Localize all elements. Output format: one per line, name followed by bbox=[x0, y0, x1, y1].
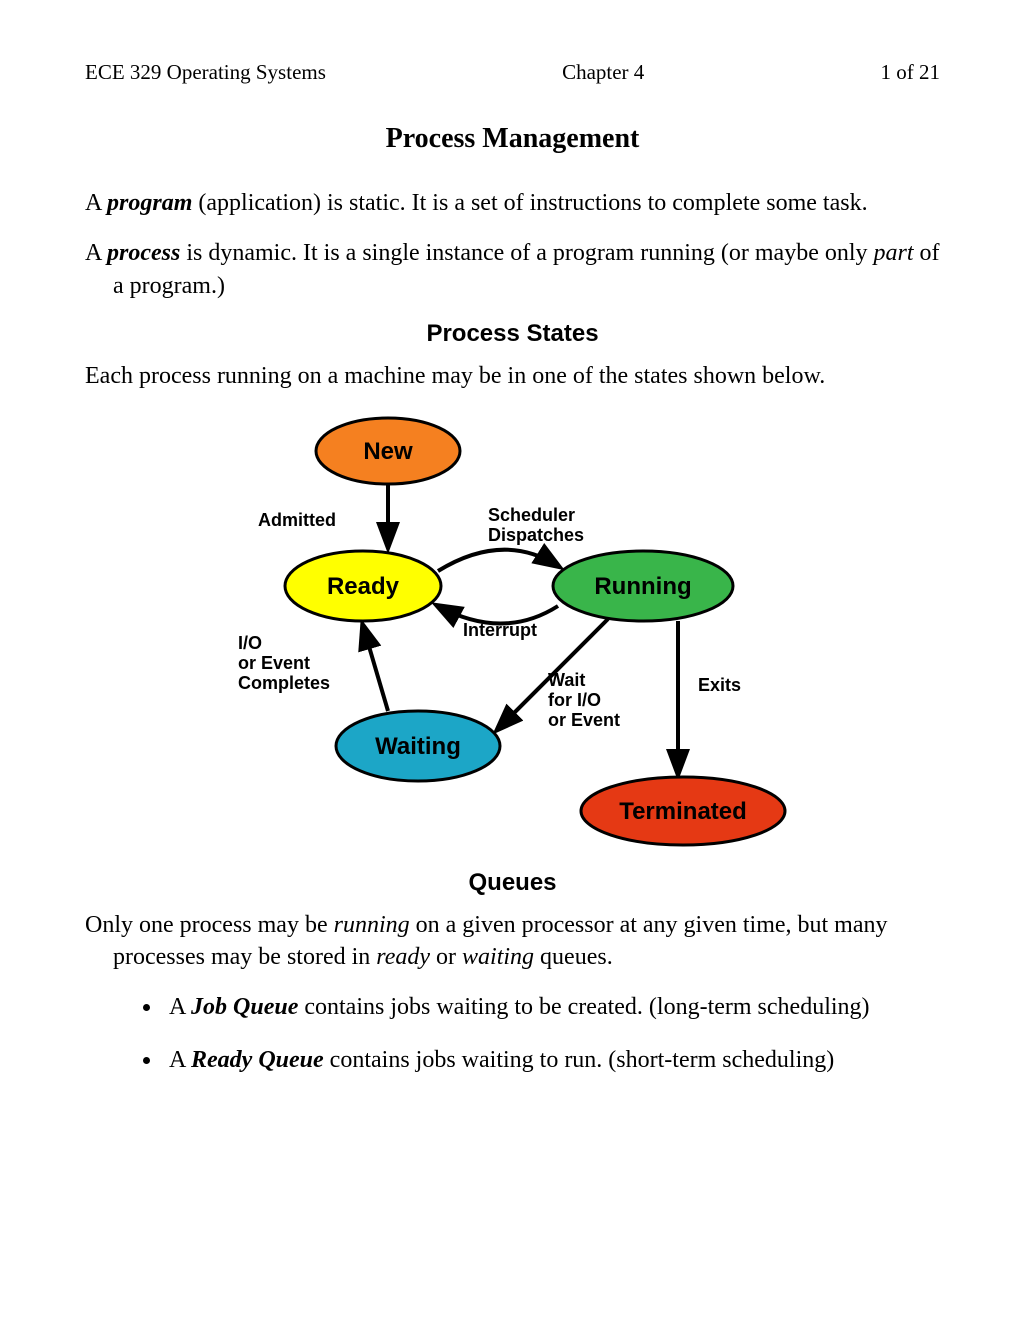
term-ready-queue: Ready Queue bbox=[191, 1047, 324, 1073]
header-right: 1 of 21 bbox=[880, 60, 940, 85]
edge-label: Exits bbox=[698, 675, 741, 695]
edge-label: or Event bbox=[238, 653, 310, 673]
edge-waiting-ready bbox=[363, 626, 388, 711]
state-diagram-svg: Admitted SchedulerDispatches Interrupt Wait… bbox=[213, 411, 813, 861]
edge-label: Dispatches bbox=[488, 525, 584, 545]
page: ECE 329 Operating Systems Chapter 4 1 of… bbox=[0, 0, 1020, 1156]
header-center: Chapter 4 bbox=[562, 60, 644, 85]
page-header: ECE 329 Operating Systems Chapter 4 1 of… bbox=[85, 60, 940, 85]
term-job-queue: Job Queue bbox=[191, 994, 298, 1020]
edge-label: Admitted bbox=[258, 510, 336, 530]
node-label-waiting: Waiting bbox=[375, 733, 461, 760]
process-state-diagram: Admitted SchedulerDispatches Interrupt Wait… bbox=[85, 411, 940, 861]
definition-program: A program (application) is static. It is… bbox=[85, 187, 940, 219]
edge-label: Completes bbox=[238, 673, 330, 693]
edge-label: I/O bbox=[238, 633, 262, 653]
edge-label: or Event bbox=[548, 710, 620, 730]
term-program: program bbox=[107, 190, 192, 216]
bullet-job-queue: A Job Queue contains jobs waiting to be … bbox=[163, 991, 940, 1023]
node-label-terminated: Terminated bbox=[619, 798, 747, 825]
edge-label: for I/O bbox=[548, 690, 601, 710]
edge-ready-running bbox=[438, 549, 558, 570]
page-title: Process Management bbox=[85, 123, 940, 155]
edge-label: Wait bbox=[548, 670, 585, 690]
node-label-ready: Ready bbox=[326, 573, 399, 600]
header-left: ECE 329 Operating Systems bbox=[85, 60, 326, 85]
states-intro: Each process running on a machine may be… bbox=[85, 360, 940, 392]
queue-bullets: A Job Queue contains jobs waiting to be … bbox=[85, 991, 940, 1076]
term-process: process bbox=[107, 240, 180, 266]
bullet-ready-queue: A Ready Queue contains jobs waiting to r… bbox=[163, 1044, 940, 1076]
edge-label: Interrupt bbox=[463, 620, 537, 640]
subheading-queues: Queues bbox=[85, 869, 940, 897]
subheading-process-states: Process States bbox=[85, 320, 940, 348]
edge-label: Scheduler bbox=[488, 505, 575, 525]
node-label-new: New bbox=[363, 438, 413, 465]
node-label-running: Running bbox=[594, 573, 691, 600]
definition-process: A process is dynamic. It is a single ins… bbox=[85, 237, 940, 302]
queues-intro: Only one process may be running on a giv… bbox=[85, 909, 940, 974]
